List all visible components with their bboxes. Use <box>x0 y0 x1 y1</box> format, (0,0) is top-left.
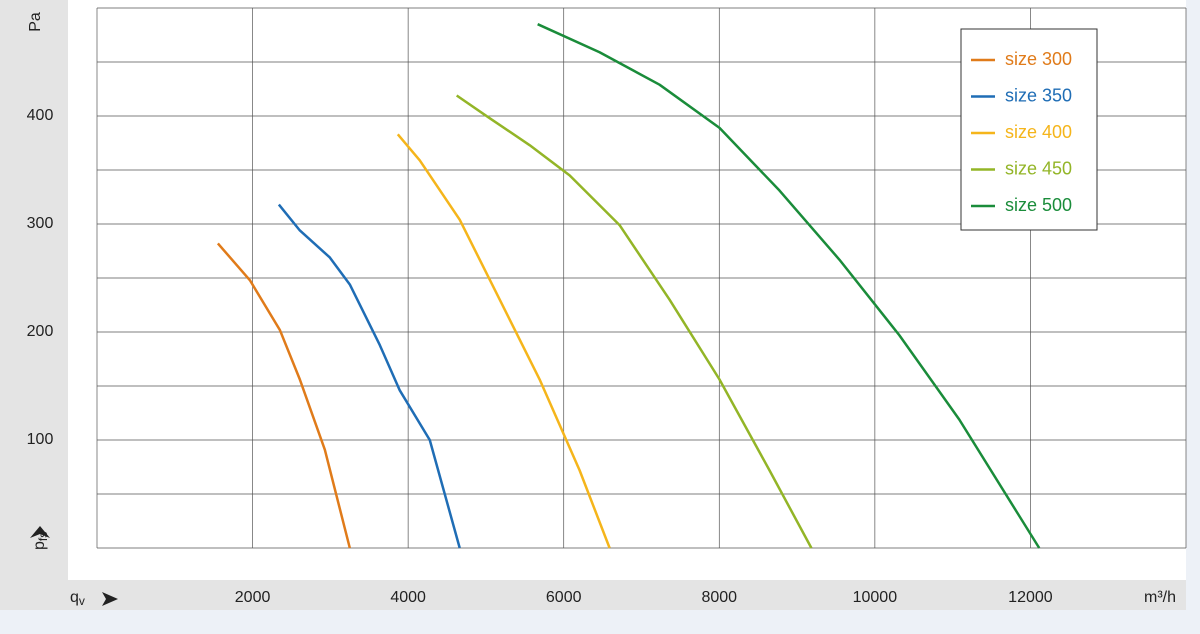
y-tick-label: 400 <box>27 107 54 124</box>
grid <box>96 7 1187 549</box>
x-tick-label: 8000 <box>701 589 737 606</box>
x-symbol-main: q <box>70 589 79 606</box>
x-tick-label: 10000 <box>853 589 898 606</box>
x-tick-label: 12000 <box>1008 589 1053 606</box>
y-symbol: pfs <box>31 532 50 550</box>
y-tick-label: 100 <box>27 431 54 448</box>
x-symbol-sub: v <box>79 594 85 608</box>
series-line <box>216 242 352 549</box>
x-tick-label: 4000 <box>390 589 426 606</box>
x-symbol: qv <box>70 589 85 608</box>
y-symbol-sub: fs <box>36 532 50 541</box>
legend-label: size 450 <box>1005 158 1072 178</box>
legend-box <box>960 28 1098 231</box>
y-unit: Pa <box>27 12 44 32</box>
y-arrow <box>30 526 50 538</box>
x-tick-label: 2000 <box>235 589 271 606</box>
legend-label: size 300 <box>1005 49 1072 69</box>
series-line <box>537 23 1041 549</box>
x-arrow <box>102 592 118 606</box>
lines <box>216 23 1041 549</box>
legend-label: size 350 <box>1005 85 1072 105</box>
x-unit: m³/h <box>1144 589 1176 606</box>
series-line <box>277 203 461 549</box>
series-line <box>455 94 813 549</box>
y-tick-label: 200 <box>27 323 54 340</box>
legend: size 300 size 350 size 400 size 450 size 500 <box>960 28 1098 231</box>
series-line <box>396 133 611 549</box>
y-tick-label: 300 <box>27 215 54 232</box>
legend-label: size 400 <box>1005 122 1072 142</box>
x-tick-label: 6000 <box>546 589 582 606</box>
legend-label: size 500 <box>1005 195 1072 215</box>
y-symbol-main: p <box>31 541 48 550</box>
